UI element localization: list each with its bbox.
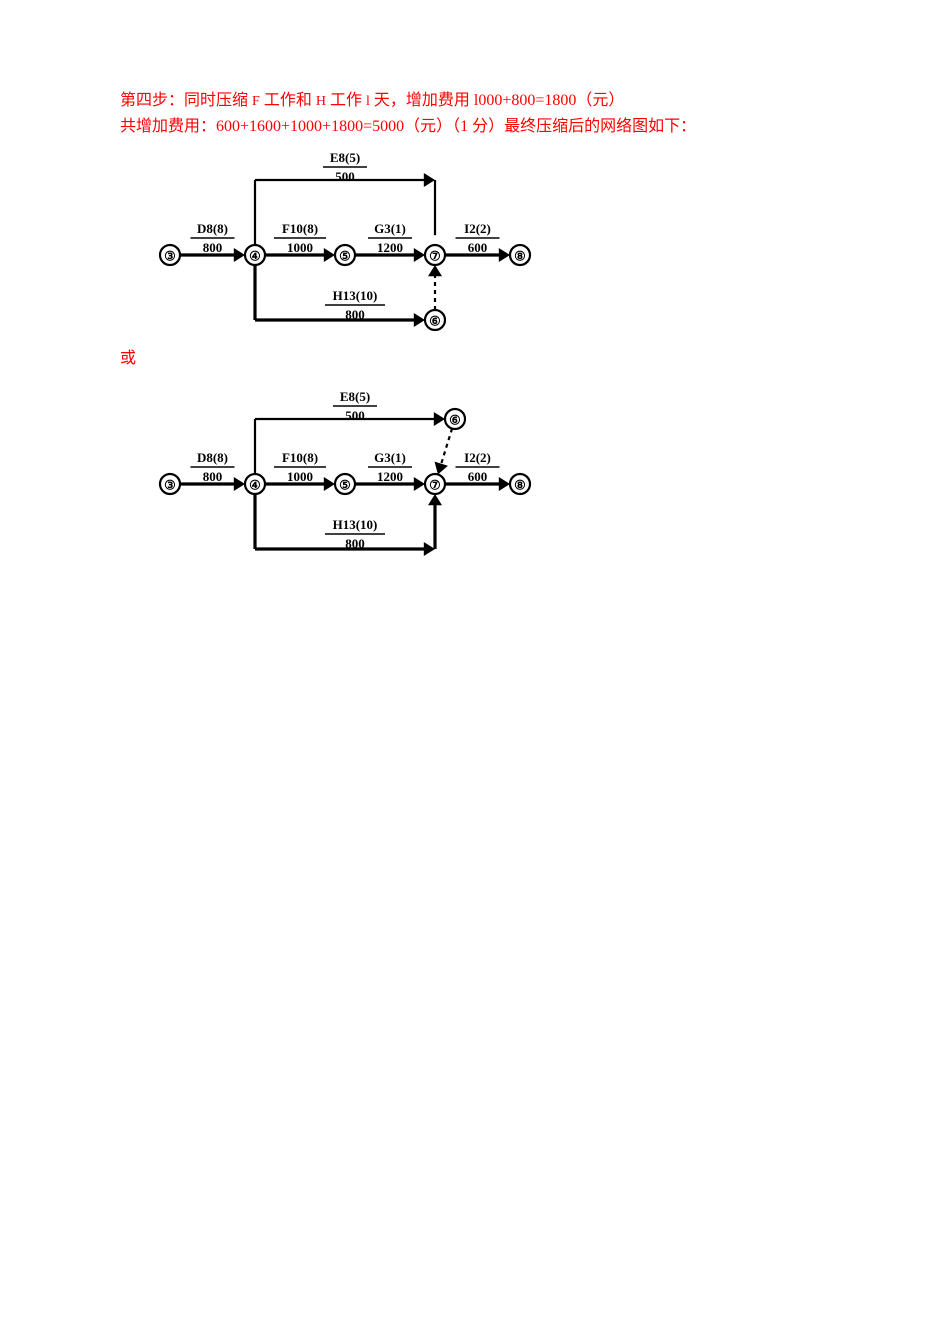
svg-text:E8(5): E8(5) (330, 150, 360, 165)
svg-text:③: ③ (164, 249, 176, 264)
svg-text:1000: 1000 (287, 240, 313, 255)
total-line: 共增加费用：600+1600+1000+1800=5000（元）（1 分）最终压… (120, 114, 825, 140)
t1f: F (252, 94, 260, 109)
svg-text:600: 600 (468, 240, 488, 255)
svg-text:800: 800 (203, 240, 223, 255)
svg-text:④: ④ (249, 249, 261, 264)
svg-text:⑤: ⑤ (339, 478, 351, 493)
svg-text:⑥: ⑥ (449, 413, 461, 428)
svg-text:③: ③ (164, 478, 176, 493)
svg-text:G3(1): G3(1) (374, 221, 406, 236)
svg-text:⑦: ⑦ (429, 249, 441, 264)
svg-text:500: 500 (345, 408, 365, 423)
t1eq: l000+800=1800（元） (474, 92, 625, 109)
or-label: 或 (120, 344, 825, 368)
network-diagram-2: E8(5) 500 H13(10) 800 D8(8) 800 F10(8) 1000 G3(1… (150, 374, 825, 569)
svg-text:I2(2): I2(2) (464, 450, 491, 465)
svg-text:⑤: ⑤ (339, 249, 351, 264)
svg-text:⑧: ⑧ (514, 249, 526, 264)
svg-text:④: ④ (249, 478, 261, 493)
svg-text:600: 600 (468, 469, 488, 484)
svg-text:D8(8): D8(8) (197, 450, 228, 465)
svg-text:1200: 1200 (377, 469, 403, 484)
t1b: 工作和 (260, 92, 316, 109)
svg-text:800: 800 (345, 307, 365, 322)
svg-text:800: 800 (203, 469, 223, 484)
svg-text:E8(5): E8(5) (340, 389, 370, 404)
svg-text:1000: 1000 (287, 469, 313, 484)
svg-text:H13(10): H13(10) (333, 517, 378, 532)
svg-text:800: 800 (345, 536, 365, 551)
svg-text:G3(1): G3(1) (374, 450, 406, 465)
svg-text:500: 500 (335, 169, 355, 184)
step4-line: 第四步：同时压缩 F 工作和 H 工作 l 天，增加费用 l000+800=18… (120, 88, 825, 114)
t1h: H (316, 94, 326, 109)
t2: 共增加费用：600+1600+1000+1800=5000（元）（1 分）最终压… (120, 118, 696, 135)
t1c: 工作 (326, 92, 366, 109)
network-diagram-1: E8(5) 500 H13(10) 800 D8(8) 800 F10(8) 1000 G3(1… (150, 145, 825, 340)
svg-text:I2(2): I2(2) (464, 221, 491, 236)
svg-text:F10(8): F10(8) (282, 221, 318, 236)
svg-text:D8(8): D8(8) (197, 221, 228, 236)
svg-text:1200: 1200 (377, 240, 403, 255)
svg-text:⑥: ⑥ (429, 314, 441, 329)
svg-text:⑦: ⑦ (429, 478, 441, 493)
t1d: 天，增加费用 (370, 92, 474, 109)
t1a: 第四步：同时压缩 (120, 92, 252, 109)
svg-text:H13(10): H13(10) (333, 288, 378, 303)
svg-text:F10(8): F10(8) (282, 450, 318, 465)
svg-text:⑧: ⑧ (514, 478, 526, 493)
